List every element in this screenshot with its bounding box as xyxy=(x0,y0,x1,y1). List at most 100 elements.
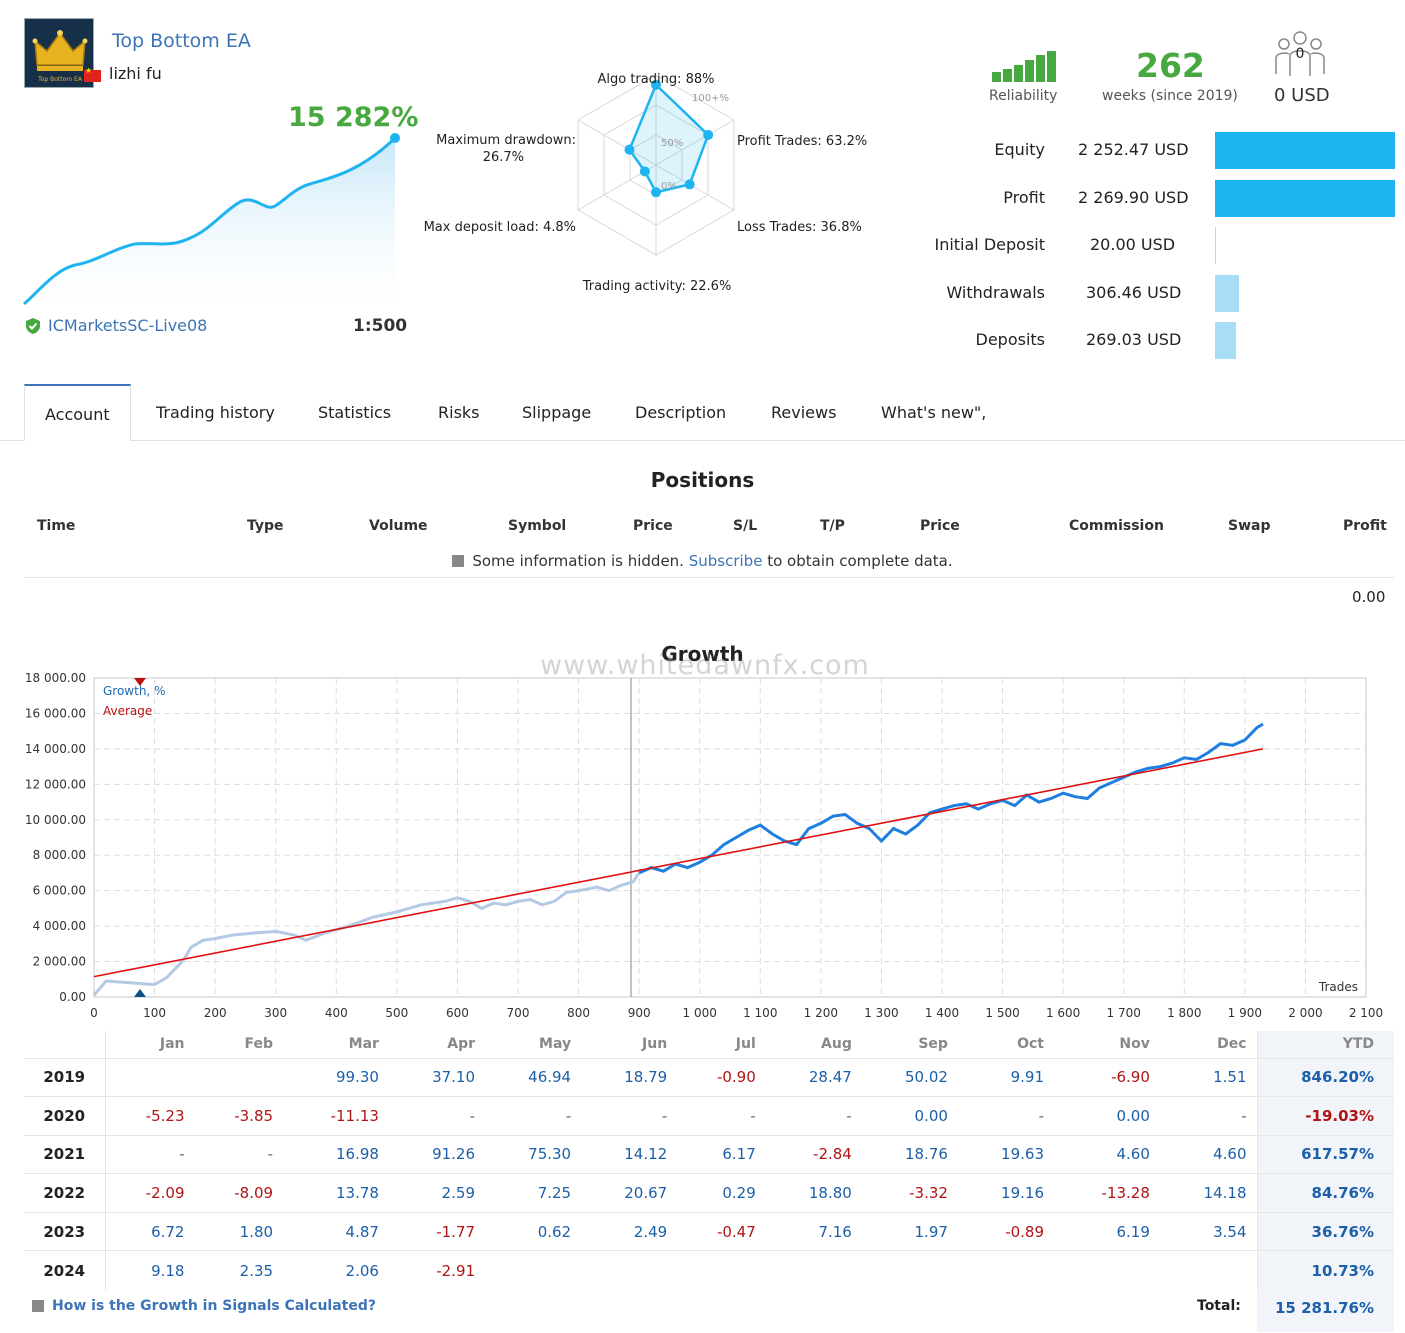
tab-reviews[interactable]: Reviews xyxy=(771,403,837,422)
tab-slippage[interactable]: Slippage xyxy=(522,403,592,422)
month-value-cell: 50.02 xyxy=(861,1057,958,1097)
month-value-cell xyxy=(105,1057,195,1097)
stat-bar xyxy=(1215,132,1395,169)
tab-whats-new[interactable]: What's new", xyxy=(881,403,987,422)
month-header: Jul xyxy=(735,1036,756,1053)
month-value-cell: 2.35 xyxy=(194,1250,284,1290)
month-value-cell: 9.18 xyxy=(105,1250,195,1290)
table-header-row: Jan Feb Mar Apr May Jun Jul Aug Sep Oct … xyxy=(24,1031,1394,1058)
month-value-cell: 2.06 xyxy=(283,1250,389,1290)
year-cell: 2022 xyxy=(24,1173,106,1213)
growth-chart[interactable]: 0.00 2 000.00 4 000.00 6 000.00 8 000.00 10 0… xyxy=(0,665,1405,1025)
help-icon xyxy=(32,1300,44,1312)
how-growth-calculated-link[interactable]: How is the Growth in Signals Calculated? xyxy=(32,1298,376,1314)
monthly-table-body: 2019 99.30 37.10 46.94 18.79 -0.90 28.47 50.02 9… xyxy=(24,1057,1394,1290)
stat-label: Initial Deposit xyxy=(934,235,1045,254)
month-value-cell: 18.76 xyxy=(861,1134,958,1174)
month-value-cell xyxy=(861,1250,958,1290)
positions-divider xyxy=(24,577,1394,578)
stat-value: 269.03 USD xyxy=(1086,330,1182,349)
month-value-cell: 28.47 xyxy=(765,1057,862,1097)
tab-trading-history[interactable]: Trading history xyxy=(156,403,275,422)
stat-label: Profit xyxy=(1003,188,1045,207)
y-tick-label: 0.00 xyxy=(59,990,86,1004)
tab-account[interactable]: Account xyxy=(24,384,131,441)
signal-title[interactable]: Top Bottom EA xyxy=(112,30,251,52)
stat-value: 2 269.90 USD xyxy=(1078,188,1189,207)
growth-series-line xyxy=(638,722,1264,875)
reliability-label: Reliability xyxy=(989,88,1058,104)
col-price-open: Price xyxy=(633,518,673,534)
col-profit: Profit xyxy=(1343,518,1387,534)
reliability-bars xyxy=(992,51,1056,82)
month-value-cell: -0.89 xyxy=(957,1211,1054,1251)
x-tick-label: 1 100 xyxy=(743,1006,777,1020)
radar-spoke xyxy=(655,119,735,166)
x-tick-label: 500 xyxy=(385,1006,408,1020)
x-tick-label: 1 700 xyxy=(1107,1006,1141,1020)
month-value-cell: -1.77 xyxy=(388,1211,486,1251)
weeks-count: 262 xyxy=(1136,46,1205,85)
year-cell: 2023 xyxy=(24,1211,106,1251)
radar-label-activity: Trading activity: 22.6% xyxy=(582,279,732,294)
ytd-cell: -19.03% xyxy=(1257,1096,1394,1136)
month-value-cell: - xyxy=(765,1096,862,1136)
lock-icon xyxy=(452,555,465,567)
stat-initial-deposit: Initial Deposit 20.00 USD xyxy=(900,227,1400,265)
x-tick-label: 0 xyxy=(90,1006,98,1020)
month-value-cell: 18.80 xyxy=(765,1173,862,1213)
y-tick-label: 18 000.00 xyxy=(25,671,86,685)
month-value-cell: -3.32 xyxy=(861,1173,958,1213)
x-tick-label: 1 000 xyxy=(683,1006,717,1020)
year-cell: 2020 xyxy=(24,1096,106,1136)
ytd-cell: 846.20% xyxy=(1257,1057,1394,1097)
tab-description[interactable]: Description xyxy=(635,403,727,422)
radar-scale-50: 50% xyxy=(661,138,683,149)
mini-chart-endpoint xyxy=(390,133,400,143)
month-value-cell xyxy=(581,1250,678,1290)
subscribers-count: 0 xyxy=(1296,46,1305,62)
signal-logo[interactable]: Top Bottom EA xyxy=(24,18,94,88)
author[interactable]: lizhi fu xyxy=(84,64,162,83)
month-value-cell: -11.13 xyxy=(283,1096,389,1136)
stat-deposits: Deposits 269.03 USD xyxy=(900,322,1400,360)
month-value-cell: 3.54 xyxy=(1159,1211,1258,1251)
bottom-marker-icon xyxy=(134,989,146,997)
radar-point xyxy=(651,187,661,198)
month-value-cell: 7.25 xyxy=(485,1173,582,1213)
year-cell: 2021 xyxy=(24,1134,106,1174)
month-value-cell: - xyxy=(957,1096,1054,1136)
growth-series-line-history xyxy=(92,872,641,997)
month-value-cell: 6.17 xyxy=(677,1134,766,1174)
x-tick-label: 1 900 xyxy=(1228,1006,1262,1020)
grid-lines xyxy=(94,678,1366,997)
radar-spoke xyxy=(655,164,735,211)
month-header: Jan xyxy=(159,1036,185,1053)
tab-statistics[interactable]: Statistics xyxy=(318,403,392,422)
subscribe-link[interactable]: Subscribe xyxy=(688,552,763,570)
month-value-cell: 4.87 xyxy=(283,1211,389,1251)
month-value-cell: 0.00 xyxy=(1054,1096,1160,1136)
ytd-header: YTD xyxy=(1257,1031,1394,1058)
total-gain: 15 282% xyxy=(288,102,419,133)
month-value-cell xyxy=(1054,1250,1160,1290)
month-value-cell xyxy=(194,1057,284,1097)
ytd-cell: 617.57% xyxy=(1257,1134,1394,1174)
month-value-cell: -13.28 xyxy=(1054,1173,1160,1213)
x-tick-label: 2 000 xyxy=(1288,1006,1322,1020)
radar-scale-100: 100+% xyxy=(692,93,729,104)
stat-value: 2 252.47 USD xyxy=(1078,140,1189,159)
x-tick-label: 600 xyxy=(446,1006,469,1020)
table-row: 2021- -16.98 91.26 75.30 14.12 6.17 -2.84 18.76… xyxy=(24,1134,1394,1174)
month-value-cell: 1.80 xyxy=(194,1211,284,1251)
tab-risks[interactable]: Risks xyxy=(438,403,480,422)
month-value-cell: - xyxy=(105,1134,195,1174)
month-value-cell: 13.78 xyxy=(283,1173,389,1213)
weeks-label: weeks (since 2019) xyxy=(1102,88,1238,104)
total-label: Total: xyxy=(1197,1298,1241,1314)
month-value-cell: 1.97 xyxy=(861,1211,958,1251)
y-tick-label: 4 000.00 xyxy=(33,919,86,933)
month-value-cell: - xyxy=(485,1096,582,1136)
broker[interactable]: ICMarketsSC-Live08 xyxy=(24,316,207,335)
radar-point xyxy=(639,166,650,177)
